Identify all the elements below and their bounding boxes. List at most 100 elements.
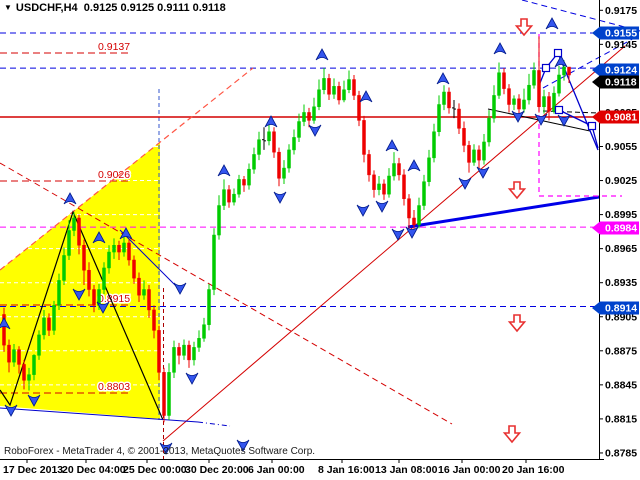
candle [192, 341, 196, 366]
broker-copyright: RoboForex - MetaTrader 4, © 2001-2013, M… [4, 446, 316, 457]
candle [522, 88, 526, 113]
price-tick-label: 0.8875 [605, 345, 637, 357]
time-tick-label: 17 Dec 2013 [3, 464, 63, 476]
candle [112, 238, 116, 259]
price-box-label: 0.8984 [605, 223, 637, 235]
price-box [592, 221, 639, 235]
candle [122, 236, 126, 257]
fractal-down-arrow-icon [458, 177, 472, 190]
fractal-up-arrow-icon [315, 48, 329, 61]
fractal-down-arrow-icon [27, 394, 41, 407]
time-tick-label: 20 Jan 16:00 [502, 464, 565, 476]
candle [567, 66, 571, 83]
candle [402, 169, 406, 206]
candle [462, 121, 466, 153]
candle [47, 313, 51, 337]
candle [372, 170, 376, 198]
red-down-arrow-icon [507, 181, 527, 200]
candle [197, 330, 201, 352]
fractal-down-arrow-icon [391, 228, 405, 241]
price-box-label: 0.9124 [605, 65, 637, 77]
price-box [592, 75, 639, 89]
candle [517, 94, 521, 116]
candle [387, 168, 391, 198]
fractal-down-arrow-icon [356, 204, 370, 217]
time-tick-label: 20 Dec 04:00 [62, 464, 126, 476]
candle [477, 145, 481, 171]
short-blue-line [119, 229, 181, 291]
lower-support-line [0, 407, 199, 423]
fractal-down-arrow-icon [96, 301, 110, 314]
candle [442, 85, 446, 111]
candle [92, 284, 96, 313]
fractal-up-arrow-icon [63, 192, 77, 205]
candle [117, 240, 121, 260]
fractal-down-arrow-icon [405, 226, 419, 239]
fractal-down-arrow-icon [173, 282, 187, 295]
candle [272, 127, 276, 158]
candle [82, 239, 86, 285]
candle [407, 194, 411, 229]
candle [187, 340, 191, 368]
price-box-label: 0.9081 [605, 112, 637, 124]
candle [217, 195, 221, 240]
candle [212, 228, 216, 296]
fractal-up-arrow-icon [493, 42, 507, 55]
candle [492, 85, 496, 123]
candle [327, 73, 331, 100]
candle [67, 220, 71, 260]
candle [252, 147, 256, 174]
candle [17, 346, 21, 374]
forecast-handle-square [587, 121, 597, 131]
candle [417, 197, 421, 229]
price-box [592, 301, 639, 315]
candle [452, 99, 456, 119]
candle [237, 174, 241, 198]
candle [362, 115, 366, 163]
candle [202, 317, 206, 342]
price-box [592, 26, 639, 40]
lower-support-line-end [197, 421, 231, 427]
price-tick-label: 0.9175 [605, 5, 637, 17]
fractal-up-arrow-icon [92, 231, 106, 244]
candle [142, 280, 146, 300]
fractal-up-arrow-icon [436, 72, 450, 85]
candle [102, 262, 106, 295]
candle [287, 144, 291, 173]
fractal-down-arrow-icon [4, 404, 18, 417]
fractal-up-arrow-icon [217, 164, 231, 177]
candle [157, 325, 161, 381]
candle [322, 68, 326, 95]
symbol-dropdown-icon[interactable]: ▼ [4, 3, 12, 12]
candle [547, 92, 551, 121]
candle [342, 80, 346, 103]
candle [337, 81, 341, 105]
price-box [592, 110, 639, 124]
candle [52, 300, 56, 335]
fractal-up-arrow-icon [407, 159, 421, 172]
candle [447, 87, 451, 114]
candle [352, 74, 356, 100]
fractal-down-arrow-icon [273, 191, 287, 204]
price-tick-label: 0.8965 [605, 243, 637, 255]
candle [247, 163, 251, 190]
fractal-down-arrow-icon [159, 442, 173, 455]
candle [127, 239, 131, 266]
candle [482, 134, 486, 165]
candle [257, 131, 261, 161]
upper-channel-dashed [521, 0, 640, 32]
candle [132, 255, 136, 284]
candle [37, 330, 41, 360]
candle [437, 95, 441, 137]
candle [137, 272, 141, 302]
ohlc-values: 0.9125 0.9125 0.9111 0.9118 [83, 2, 226, 14]
candle [267, 123, 271, 146]
red-down-arrow-icon [514, 18, 534, 37]
target-price-label: 0.9026 [98, 169, 130, 181]
candle [172, 340, 176, 379]
candle [7, 339, 11, 373]
candle [182, 339, 186, 360]
candle [532, 62, 536, 89]
